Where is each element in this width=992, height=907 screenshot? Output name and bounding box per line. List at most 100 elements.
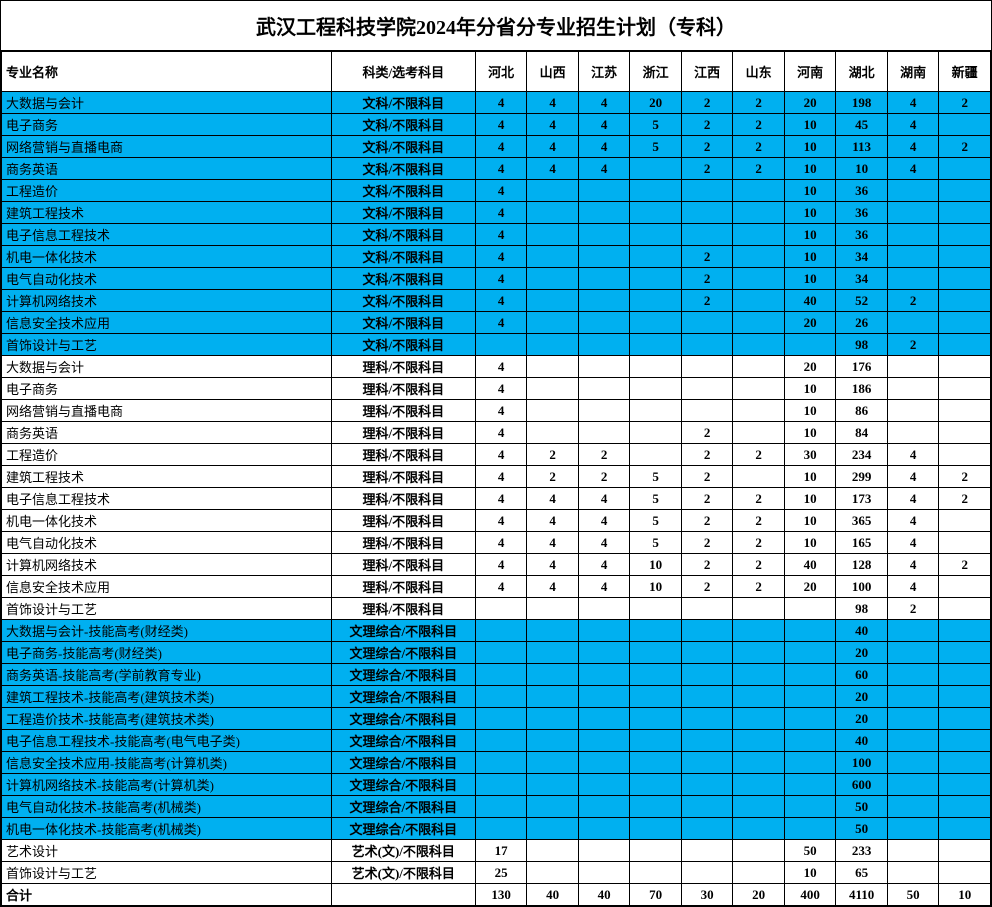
- cell-value: 165: [836, 532, 888, 554]
- cell-value: 2: [681, 466, 733, 488]
- cell-value: [733, 224, 785, 246]
- cell-major: 网络营销与直播电商: [2, 136, 332, 158]
- cell-total-value: 40: [527, 884, 579, 906]
- cell-value: [733, 202, 785, 224]
- cell-value: [578, 708, 630, 730]
- cell-subject: 文理综合/不限科目: [331, 686, 475, 708]
- cell-value: [939, 642, 991, 664]
- cell-value: [939, 708, 991, 730]
- cell-value: [630, 290, 682, 312]
- cell-value: 4: [527, 92, 579, 114]
- cell-value: [527, 620, 579, 642]
- cell-value: 10: [784, 378, 836, 400]
- cell-value: 2: [939, 136, 991, 158]
- cell-value: 10: [836, 158, 888, 180]
- cell-value: [784, 620, 836, 642]
- cell-value: [527, 334, 579, 356]
- cell-value: [784, 774, 836, 796]
- cell-value: [578, 290, 630, 312]
- cell-value: 600: [836, 774, 888, 796]
- cell-major: 电子商务-技能高考(财经类): [2, 642, 332, 664]
- cell-value: [939, 620, 991, 642]
- cell-value: [578, 180, 630, 202]
- cell-value: [630, 268, 682, 290]
- cell-value: [733, 290, 785, 312]
- cell-value: 4: [475, 268, 527, 290]
- cell-value: [578, 202, 630, 224]
- cell-value: 100: [836, 576, 888, 598]
- cell-value: 299: [836, 466, 888, 488]
- cell-value: [784, 818, 836, 840]
- cell-total-value: 30: [681, 884, 733, 906]
- cell-value: [733, 796, 785, 818]
- cell-value: [733, 422, 785, 444]
- cell-value: 98: [836, 598, 888, 620]
- cell-value: 20: [784, 92, 836, 114]
- header-subject: 科类/选考科目: [331, 52, 475, 92]
- cell-value: 40: [784, 290, 836, 312]
- table-row: 电气自动化技术理科/不限科目444522101654: [2, 532, 991, 554]
- cell-value: 4: [475, 158, 527, 180]
- cell-value: 10: [784, 466, 836, 488]
- table-row: 首饰设计与工艺理科/不限科目982: [2, 598, 991, 620]
- cell-major: 机电一体化技术: [2, 510, 332, 532]
- cell-major: 建筑工程技术: [2, 202, 332, 224]
- cell-value: [630, 422, 682, 444]
- table-row: 艺术设计艺术(文)/不限科目1750233: [2, 840, 991, 862]
- cell-value: [527, 730, 579, 752]
- cell-value: 2: [733, 488, 785, 510]
- cell-value: [681, 686, 733, 708]
- cell-value: [887, 774, 939, 796]
- cell-value: 10: [784, 202, 836, 224]
- cell-value: 40: [836, 730, 888, 752]
- cell-value: [475, 708, 527, 730]
- cell-value: [475, 818, 527, 840]
- header-shanxi: 山西: [527, 52, 579, 92]
- table-row: 大数据与会计理科/不限科目420176: [2, 356, 991, 378]
- cell-value: [527, 840, 579, 862]
- cell-value: [578, 378, 630, 400]
- cell-value: [784, 598, 836, 620]
- cell-subject: 文科/不限科目: [331, 246, 475, 268]
- cell-subject: 理科/不限科目: [331, 510, 475, 532]
- cell-major: 信息安全技术应用: [2, 312, 332, 334]
- cell-subject: 理科/不限科目: [331, 378, 475, 400]
- cell-value: 4: [527, 510, 579, 532]
- cell-value: [887, 268, 939, 290]
- cell-value: 4: [887, 576, 939, 598]
- cell-value: [887, 752, 939, 774]
- cell-value: 2: [681, 114, 733, 136]
- cell-subject: 文理综合/不限科目: [331, 664, 475, 686]
- cell-value: [527, 312, 579, 334]
- cell-value: [733, 752, 785, 774]
- cell-subject: 文科/不限科目: [331, 158, 475, 180]
- cell-value: 4: [475, 290, 527, 312]
- table-row: 商务英语-技能高考(学前教育专业)文理综合/不限科目60: [2, 664, 991, 686]
- table-row: 建筑工程技术-技能高考(建筑技术类)文理综合/不限科目20: [2, 686, 991, 708]
- cell-value: [887, 246, 939, 268]
- cell-value: 4: [527, 488, 579, 510]
- cell-value: [527, 686, 579, 708]
- cell-value: [887, 356, 939, 378]
- cell-major: 大数据与会计: [2, 92, 332, 114]
- cell-value: 50: [836, 796, 888, 818]
- cell-value: [733, 686, 785, 708]
- cell-value: 4: [887, 554, 939, 576]
- cell-value: 4: [887, 136, 939, 158]
- cell-value: 50: [836, 818, 888, 840]
- table-row: 大数据与会计文科/不限科目44420222019842: [2, 92, 991, 114]
- cell-total-value: 4110: [836, 884, 888, 906]
- cell-value: 10: [784, 158, 836, 180]
- cell-value: [733, 840, 785, 862]
- cell-value: 4: [475, 378, 527, 400]
- cell-value: 5: [630, 488, 682, 510]
- cell-value: [733, 180, 785, 202]
- cell-value: [939, 400, 991, 422]
- cell-subject: 理科/不限科目: [331, 466, 475, 488]
- cell-value: [887, 818, 939, 840]
- cell-subject: 文科/不限科目: [331, 136, 475, 158]
- cell-value: [681, 598, 733, 620]
- cell-subject: 文理综合/不限科目: [331, 796, 475, 818]
- cell-value: [578, 312, 630, 334]
- cell-value: [939, 202, 991, 224]
